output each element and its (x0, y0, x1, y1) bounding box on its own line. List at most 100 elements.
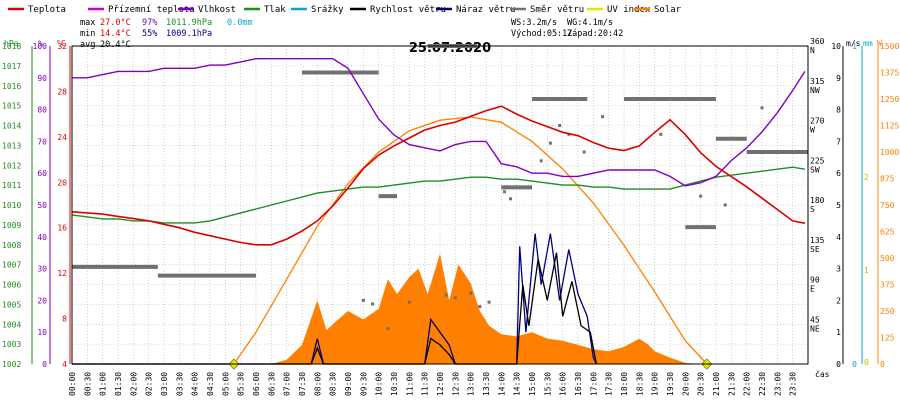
x-tick-label: 09:30 (359, 372, 368, 396)
axis-solar-tick: 875 (880, 175, 895, 184)
x-tick-label: 07:00 (283, 372, 292, 396)
axis-humidity-tick: 30 (37, 265, 47, 274)
axis-direction-name: N (810, 46, 815, 55)
axis-temperature-tick: 8 (62, 315, 67, 324)
axis-temperature-tick: 4 (62, 360, 67, 369)
chart-title: 25.07.2020 (409, 41, 491, 56)
x-axis-unit: čas (815, 369, 830, 379)
axis-temperature-tick: 20 (57, 178, 67, 187)
x-tick-label: 03:30 (175, 372, 184, 396)
x-tick-label: 08:30 (329, 372, 338, 396)
x-tick-label: 16:00 (559, 372, 568, 396)
axis-wind-tick: 0 (836, 360, 841, 369)
axis-uv-tick: 2 (864, 173, 869, 182)
axis-direction-tick: 270 (810, 117, 825, 126)
axis-uv-tick: 0 (864, 358, 869, 367)
axis-wind-tick: 8 (836, 106, 841, 115)
x-tick-label: 01:30 (114, 372, 123, 396)
plot-frame (71, 45, 809, 365)
legend-label: Teplota (28, 5, 66, 15)
x-tick-label: 18:30 (635, 372, 644, 396)
wind-direction-point (453, 296, 457, 300)
wind-direction-point (371, 302, 375, 306)
axis-direction-name: SW (810, 165, 820, 174)
axis-pressure-tick: 1007 (2, 261, 21, 270)
axis-wind-tick: 5 (836, 201, 841, 210)
axis-solar-tick: 1000 (880, 148, 899, 157)
axis-direction-tick: 90 (810, 276, 820, 285)
legend-label: Tlak (264, 5, 286, 15)
x-tick-label: 17:30 (605, 372, 614, 396)
wind-direction-point (361, 298, 365, 302)
x-tick-label: 15:00 (528, 372, 537, 396)
x-tick-label: 04:00 (191, 372, 200, 396)
wind-direction-point (723, 203, 727, 207)
axis-pressure-tick: 1004 (2, 320, 21, 329)
axis-pressure-tick: 1005 (2, 300, 21, 309)
x-tick-label: 08:00 (313, 372, 322, 396)
stat-min-press: 1009.1hPa (166, 29, 212, 39)
axis-pressure-tick: 1003 (2, 340, 21, 349)
axis-solar-unit: W (877, 39, 882, 48)
x-tick-label: 13:00 (467, 372, 476, 396)
legend-label: Směr větru (530, 5, 584, 15)
axis-pressure-tick: 1016 (2, 82, 21, 91)
axis-solar-tick: 1250 (880, 95, 899, 104)
axis-direction-name: NE (810, 324, 820, 333)
wind-direction-point (444, 293, 448, 297)
legend-label: Náraz větru (456, 5, 516, 15)
solar-measured-area (271, 253, 701, 364)
axis-wind-tick: 3 (836, 265, 841, 274)
x-tick-label: 12:30 (451, 372, 460, 396)
wind-direction-point (386, 327, 390, 331)
axis-pressure-unit: hPa (4, 39, 19, 48)
wind-direction-point (558, 124, 562, 127)
axis-temperature-tick: 24 (57, 133, 67, 142)
x-tick-label: 15:30 (543, 372, 552, 396)
legend-label: Rychlost větru (370, 5, 446, 15)
axis-direction-tick: 225 (810, 156, 825, 165)
axis-direction-name: NW (810, 86, 820, 95)
stat-min-hum: 55% (142, 29, 157, 39)
x-tick-label: 01:00 (99, 372, 108, 396)
axis-uv-tick: 1 (864, 266, 869, 275)
axis-pressure-tick: 1018 (2, 42, 21, 51)
axis-solar-tick: 625 (880, 228, 895, 237)
stat-avg-label: avg (80, 40, 95, 50)
axis-humidity-unit: % (38, 39, 43, 48)
x-tick-label: 21:00 (712, 372, 721, 396)
wind-direction-point (582, 150, 586, 154)
axis-solar-tick: 125 (880, 334, 895, 343)
axis-wind-tick: 4 (836, 233, 841, 242)
axis-direction-name: E (810, 285, 815, 294)
x-tick-label: 13:30 (482, 372, 491, 396)
axis-rain-tick: 0 (852, 360, 857, 369)
axis-pressure-tick: 1006 (2, 281, 21, 290)
axis-humidity-tick: 50 (37, 201, 47, 210)
axis-pressure-tick: 1014 (2, 122, 21, 131)
wind-direction-point (469, 291, 473, 295)
stat-avg-temp: 20.4°C (100, 40, 131, 50)
axis-temperature-tick: 32 (57, 42, 67, 51)
axis-solar-tick: 1500 (880, 42, 899, 51)
x-tick-label: 05:00 (221, 372, 230, 396)
x-tick-label: 00:30 (83, 372, 92, 396)
stat-max-label: max (80, 18, 95, 28)
axis-direction-tick: 315 (810, 77, 825, 86)
axis-wind-unit: m/s (846, 39, 861, 48)
wind-direction-point (659, 132, 663, 136)
axis-wind-tick: 7 (836, 137, 841, 146)
axis-temperature-tick: 16 (57, 224, 67, 233)
x-tick-label: 10:00 (375, 372, 384, 396)
x-tick-label: 22:30 (758, 372, 767, 396)
stat-max-temp: 27.0°C (100, 18, 131, 28)
axis-humidity-tick: 100 (33, 42, 48, 51)
axis-pressure-tick: 1011 (2, 181, 21, 190)
wind-direction-point (760, 106, 764, 110)
wind-direction-point (407, 300, 411, 304)
axis-solar-tick: 500 (880, 254, 895, 263)
x-tick-label: 21:30 (727, 372, 736, 396)
wind-direction-point (487, 300, 491, 304)
axis-rain-tick: 1 (852, 42, 857, 51)
axis-direction-tick: 180 (810, 196, 825, 205)
